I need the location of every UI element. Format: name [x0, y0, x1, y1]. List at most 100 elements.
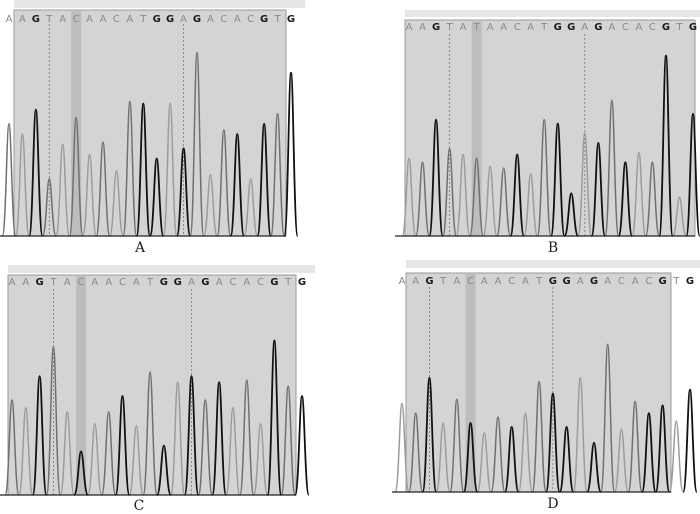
base-call: G	[658, 276, 666, 287]
base-call: C	[649, 22, 656, 33]
base-call: C	[119, 277, 126, 288]
trace-peak	[122, 100, 138, 237]
trace-peak	[476, 432, 492, 493]
trace-peak	[28, 108, 44, 237]
base-call: G	[554, 22, 562, 33]
trace-peak	[211, 381, 227, 496]
trace-peak	[294, 395, 310, 496]
trace-peak	[1, 123, 17, 237]
base-call: T	[139, 14, 147, 25]
trace-peak	[183, 375, 200, 496]
trace-peak	[604, 99, 620, 237]
trace-peak	[617, 161, 634, 237]
trace-peak	[558, 426, 575, 493]
trace-peak	[671, 196, 687, 237]
trace-peak	[517, 412, 534, 493]
trace-peak	[170, 381, 186, 496]
trace-peak	[197, 399, 213, 496]
trace-peak	[108, 169, 124, 237]
base-call: C	[622, 22, 629, 33]
variant-highlight	[465, 273, 476, 492]
trace-peak	[394, 402, 410, 493]
trace-peak	[216, 129, 232, 237]
base-call: T	[446, 22, 454, 33]
panel-label-d: D	[547, 496, 559, 512]
trace-peak	[156, 444, 172, 496]
base-call: A	[487, 22, 494, 33]
trace-peak	[428, 118, 444, 237]
base-call: C	[467, 276, 474, 287]
base-call: A	[581, 22, 588, 33]
trace-peak	[577, 132, 593, 237]
base-call: T	[473, 22, 481, 33]
trace-peak	[202, 174, 218, 237]
base-call: A	[100, 14, 107, 25]
trace-peak	[18, 407, 34, 496]
base-call: A	[495, 276, 502, 287]
trace-peak	[658, 54, 674, 237]
base-call: C	[220, 14, 227, 25]
trace-peak	[613, 428, 630, 493]
base-call: C	[645, 276, 652, 287]
trace-peak	[95, 141, 111, 237]
trace-peak	[280, 385, 296, 496]
trace-peak	[469, 157, 485, 237]
base-call: A	[59, 14, 66, 25]
base-call: G	[686, 276, 694, 287]
trace-peak	[435, 422, 451, 493]
header-band	[8, 265, 315, 273]
trace-peak	[162, 102, 178, 237]
base-call: A	[632, 276, 639, 287]
trace-peak	[135, 102, 151, 237]
trace-peak	[572, 376, 588, 493]
trace-peak	[455, 153, 471, 237]
trace-peak	[229, 133, 245, 237]
base-call: C	[247, 14, 254, 25]
base-call: G	[201, 277, 209, 288]
trace-peak	[421, 376, 438, 493]
trace-peak	[252, 422, 269, 496]
base-call: C	[257, 277, 264, 288]
base-call: A	[608, 22, 615, 33]
trace-peak	[45, 345, 62, 496]
base-call: C	[618, 276, 625, 287]
base-call: T	[672, 276, 680, 287]
base-call: G	[662, 22, 670, 33]
base-call: A	[234, 14, 241, 25]
variant-highlight	[471, 20, 482, 236]
base-call: A	[207, 14, 214, 25]
trace-peak	[536, 118, 552, 237]
base-call: C	[229, 277, 236, 288]
trace-peak	[270, 112, 286, 237]
base-call: A	[133, 277, 140, 288]
variant-highlight	[76, 275, 87, 495]
base-call: A	[481, 276, 488, 287]
base-call: G	[193, 14, 201, 25]
trace-peak	[31, 375, 48, 496]
trace-peak	[283, 71, 299, 237]
base-call: G	[562, 276, 570, 287]
base-call: C	[113, 14, 120, 25]
base-call: A	[453, 276, 460, 287]
trace-peak	[442, 147, 458, 237]
trace-peak	[644, 161, 660, 237]
base-call: A	[19, 14, 26, 25]
trace-peak	[101, 411, 117, 496]
base-call: G	[287, 14, 295, 25]
header-band	[405, 10, 700, 17]
base-call: G	[689, 22, 697, 33]
panel-label-a: A	[134, 240, 146, 256]
base-call: G	[298, 277, 306, 288]
base-call: A	[91, 277, 98, 288]
trace-peak	[590, 141, 606, 237]
base-call: T	[284, 277, 292, 288]
trace-area	[13, 9, 287, 237]
base-call: G	[160, 277, 168, 288]
base-call: T	[535, 276, 543, 287]
trace-peak	[668, 420, 684, 493]
base-call: A	[180, 14, 187, 25]
